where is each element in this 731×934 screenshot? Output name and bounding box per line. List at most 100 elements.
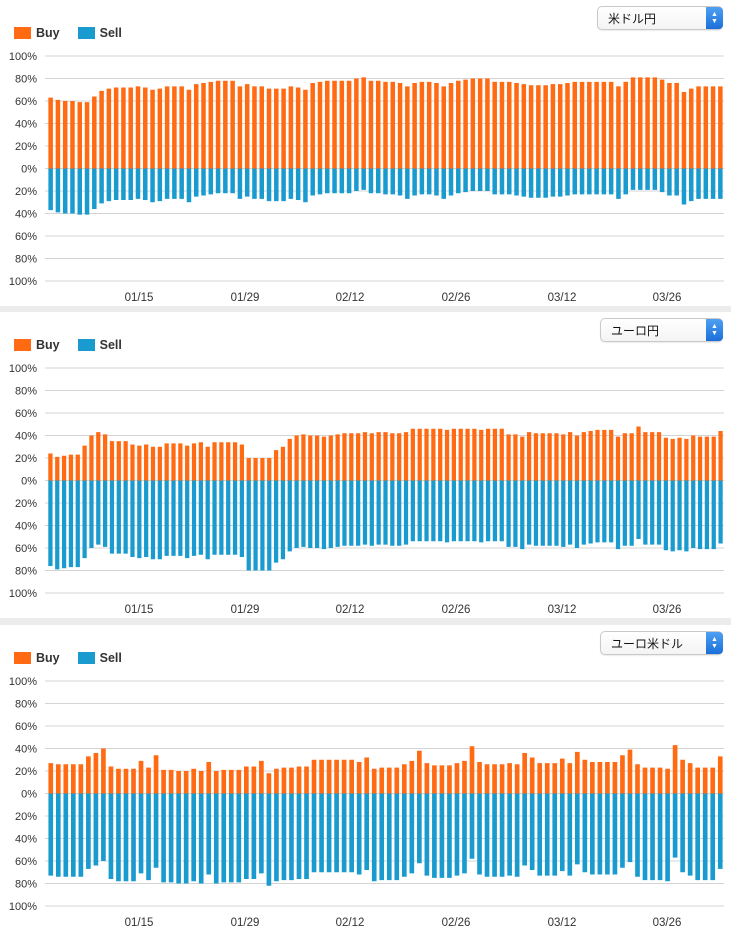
buy-bar bbox=[665, 768, 670, 794]
buy-bar bbox=[84, 102, 90, 169]
sell-bar bbox=[101, 793, 106, 861]
sell-bar bbox=[109, 480, 115, 554]
buy-bar bbox=[281, 767, 287, 794]
buy-bar bbox=[106, 88, 112, 169]
buy-swatch bbox=[14, 27, 31, 39]
sell-bar bbox=[212, 480, 217, 555]
buy-bar bbox=[75, 454, 80, 481]
sell-bar bbox=[191, 480, 197, 556]
buy-bar bbox=[670, 438, 675, 481]
sell-bar bbox=[588, 480, 593, 544]
sell-bar bbox=[383, 480, 388, 545]
sell-bar bbox=[246, 480, 251, 571]
buy-bar bbox=[253, 458, 258, 481]
sell-bar bbox=[274, 168, 279, 202]
x-tick-label: 01/15 bbox=[125, 292, 154, 304]
buy-bar bbox=[368, 80, 374, 169]
sell-bar bbox=[239, 480, 245, 557]
sell-bar bbox=[684, 480, 689, 552]
currency-pair-value: ユーロ米ドル bbox=[611, 636, 684, 651]
select-arrows-icon: ▲ ▼ bbox=[706, 319, 723, 341]
buy-bar bbox=[356, 762, 362, 794]
y-tick-label: 40% bbox=[15, 209, 37, 221]
buy-bar bbox=[215, 80, 221, 169]
buy-bar bbox=[237, 86, 243, 169]
sell-bar bbox=[164, 168, 170, 199]
sell-bar bbox=[128, 168, 133, 200]
sell-bar bbox=[595, 480, 600, 543]
sell-bar bbox=[193, 168, 199, 197]
buy-bar bbox=[703, 86, 709, 169]
buy-bar bbox=[697, 436, 703, 481]
buy-bar bbox=[259, 760, 264, 794]
buy-bar bbox=[477, 78, 483, 169]
sell-bar bbox=[650, 480, 655, 545]
sell-bar bbox=[462, 793, 467, 874]
buy-bar bbox=[438, 428, 443, 481]
buy-bar bbox=[462, 760, 467, 794]
sell-bar bbox=[390, 480, 395, 546]
y-tick-label: 40% bbox=[15, 744, 37, 756]
sell-bar bbox=[55, 168, 61, 213]
sell-bar bbox=[121, 168, 126, 200]
currency-pair-select[interactable]: ユーロ米ドル ▲ ▼ bbox=[600, 631, 723, 655]
buy-bar bbox=[185, 445, 190, 481]
sell-bar bbox=[642, 793, 648, 881]
sell-bar bbox=[441, 168, 446, 199]
buy-bar bbox=[623, 81, 628, 169]
sell-bar bbox=[581, 480, 586, 545]
sell-bar bbox=[704, 480, 710, 550]
buy-bar bbox=[92, 96, 97, 169]
sell-bar bbox=[608, 168, 614, 195]
sell-bar bbox=[226, 480, 231, 555]
buy-bar bbox=[394, 767, 400, 794]
sell-bar bbox=[636, 480, 641, 539]
sell-bar bbox=[251, 793, 257, 879]
sell-bar bbox=[266, 793, 272, 886]
sell-bar bbox=[622, 480, 627, 546]
buy-bar bbox=[121, 87, 126, 169]
buy-bar bbox=[718, 86, 723, 169]
sell-bar bbox=[499, 480, 504, 542]
sell-bar bbox=[594, 168, 599, 195]
buy-bar bbox=[409, 760, 415, 794]
buy-bar bbox=[150, 89, 155, 169]
x-tick-label: 03/12 bbox=[548, 604, 577, 616]
sell-bar bbox=[266, 168, 272, 202]
sell-bar bbox=[623, 168, 628, 195]
buy-bar bbox=[620, 755, 625, 794]
sell-bar bbox=[161, 793, 166, 883]
buy-bar bbox=[335, 434, 340, 481]
sell-bar bbox=[228, 793, 234, 883]
sell-bar bbox=[672, 793, 678, 858]
currency-pair-select[interactable]: 米ドル円 ▲ ▼ bbox=[597, 6, 723, 30]
buy-bar bbox=[48, 97, 53, 169]
sell-bar bbox=[304, 793, 309, 879]
buy-bar bbox=[458, 428, 463, 481]
sell-bar bbox=[543, 168, 548, 198]
y-tick-label: 60% bbox=[15, 231, 37, 243]
buy-bar bbox=[304, 766, 309, 794]
sell-bar bbox=[244, 793, 249, 879]
buy-bar bbox=[608, 81, 614, 169]
sell-bar bbox=[507, 793, 512, 876]
buy-bar bbox=[375, 80, 381, 169]
sell-bar bbox=[499, 168, 505, 195]
sell-bar bbox=[206, 793, 212, 875]
sell-bar bbox=[176, 793, 181, 884]
sell-bar bbox=[186, 168, 192, 203]
buy-bar bbox=[477, 762, 482, 794]
currency-pair-select[interactable]: ユーロ円 ▲ ▼ bbox=[600, 318, 723, 342]
buy-bar bbox=[386, 767, 392, 794]
sell-bar bbox=[339, 168, 345, 194]
buy-bar bbox=[143, 87, 148, 169]
buy-bar bbox=[205, 446, 210, 481]
sell-bar bbox=[274, 793, 279, 882]
buy-bar bbox=[513, 434, 518, 481]
sell-bar bbox=[99, 168, 104, 204]
buy-bar bbox=[78, 764, 84, 794]
buy-bar bbox=[55, 456, 60, 481]
sell-bar bbox=[559, 793, 565, 872]
buy-bar bbox=[172, 86, 177, 169]
sell-bar bbox=[438, 480, 443, 542]
